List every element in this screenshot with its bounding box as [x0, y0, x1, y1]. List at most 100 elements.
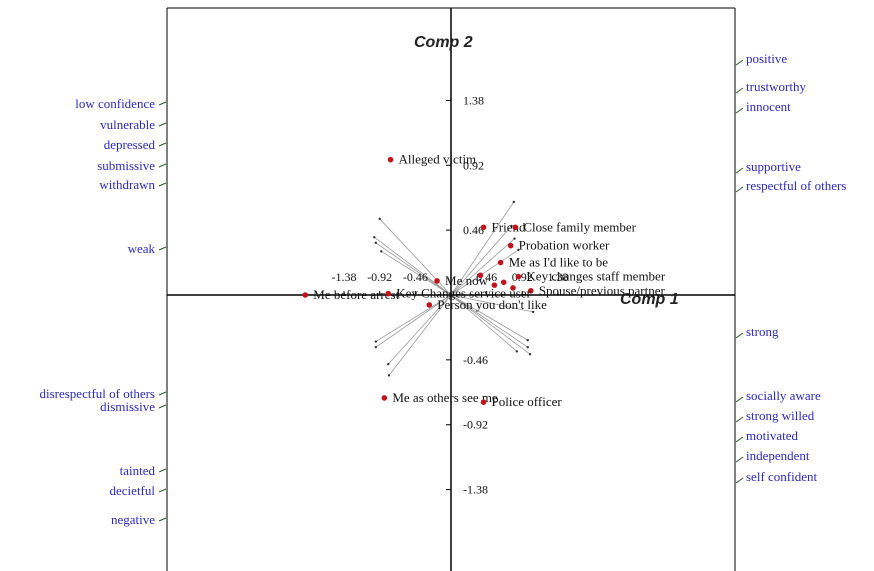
- construct-connector: [158, 163, 167, 168]
- construct-vector-end: [510, 224, 513, 228]
- construct-connector: [735, 436, 744, 443]
- y-tick-label: -0.92: [463, 418, 488, 432]
- data-point: [302, 292, 309, 298]
- data-point: [480, 399, 487, 405]
- construct-label-right: respectful of others: [746, 178, 846, 193]
- data-point: [381, 395, 388, 401]
- construct-vector-end: [387, 362, 390, 366]
- construct-connector: [735, 477, 744, 484]
- data-point-label: Me now: [445, 273, 489, 288]
- data-point-label: Alleged victim: [399, 152, 477, 167]
- data-point: [497, 259, 504, 266]
- data-point-label: Police officer: [492, 394, 563, 409]
- construct-vector-end: [387, 374, 391, 377]
- construct-label-left: low confidence: [75, 96, 155, 111]
- construct-connector: [735, 332, 744, 339]
- construct-connector: [158, 142, 167, 147]
- construct-vector-end: [512, 200, 515, 204]
- data-point: [515, 273, 522, 280]
- data-point: [387, 156, 394, 163]
- construct-label-right: innocent: [746, 99, 791, 114]
- construct-vector-end: [526, 338, 529, 342]
- construct-vector-end: [374, 241, 378, 245]
- construct-vectors: [373, 200, 535, 377]
- data-point: [507, 242, 514, 249]
- data-point: [528, 287, 534, 294]
- construct-connector: [735, 396, 744, 403]
- x-tick-label: -1.38: [332, 270, 357, 284]
- construct-label-right: independent: [746, 448, 810, 463]
- construct-vector: [450, 249, 519, 296]
- data-point-label: Key Changes service user: [396, 286, 531, 301]
- data-point-label: Me as I'd like to be: [509, 255, 609, 270]
- construct-vector-end: [515, 350, 519, 353]
- data-point-label: Close family member: [523, 219, 636, 234]
- construct-label-left: depressed: [104, 137, 156, 152]
- data-point: [512, 224, 519, 231]
- construct-label-right: trustworthy: [746, 79, 806, 94]
- data-point-label: Me as others see me: [392, 390, 498, 405]
- data-point: [477, 272, 484, 279]
- construct-vector: [450, 294, 528, 348]
- construct-vector-end: [531, 310, 535, 314]
- construct-vector-end: [517, 248, 520, 252]
- construct-label-right: positive: [746, 51, 787, 66]
- plot-frame: [166, 7, 736, 571]
- construct-label-left: disrespectful of others: [39, 386, 155, 401]
- construct-label-right: strong: [746, 324, 779, 339]
- construct-vector-end: [526, 345, 529, 349]
- construct-vector-end: [513, 237, 516, 240]
- construct-connector: [735, 107, 744, 114]
- data-point: [510, 285, 516, 291]
- construct-label-left: decietful: [110, 483, 156, 498]
- y-tick-label: 0.46: [463, 223, 484, 237]
- construct-connector: [735, 416, 744, 423]
- construct-label-left: withdrawn: [99, 177, 155, 192]
- y-tick-label: 1.38: [463, 93, 484, 107]
- construct-vector-end: [378, 217, 381, 221]
- data-point: [491, 282, 498, 288]
- construct-vector: [450, 294, 528, 341]
- construct-vector: [381, 250, 452, 296]
- construct-label-left: vulnerable: [100, 117, 155, 132]
- construct-label-right: supportive: [746, 159, 801, 174]
- construct-label-right: socially aware: [746, 388, 821, 403]
- construct-connector: [158, 391, 167, 396]
- x-tick-label: 0.92: [512, 270, 533, 284]
- construct-vector: [375, 242, 452, 296]
- construct-connector: [158, 517, 167, 522]
- data-point: [426, 302, 433, 308]
- construct-connector: [158, 468, 167, 473]
- construct-connector: [735, 456, 744, 463]
- construct-label-right: strong willed: [746, 408, 815, 423]
- x-tick-label: 1.38: [547, 270, 568, 284]
- construct-vector: [450, 294, 534, 313]
- construct-connector: [158, 101, 167, 106]
- construct-connector: [158, 488, 167, 493]
- y-tick-label: 0.92: [463, 158, 484, 172]
- construct-vector: [450, 294, 518, 352]
- construct-vector: [375, 294, 452, 342]
- data-point-label: Me before arrest: [313, 287, 399, 302]
- y-tick-label: -1.38: [463, 483, 488, 497]
- x-tick-label: -0.92: [367, 270, 392, 284]
- construct-connector: [158, 122, 167, 127]
- construct-vector-end: [374, 340, 378, 343]
- construct-vector: [375, 294, 452, 348]
- construct-label-left: negative: [111, 512, 155, 527]
- construct-vector: [450, 238, 515, 296]
- construct-vector: [388, 294, 452, 376]
- data-point: [385, 290, 392, 297]
- data-point: [500, 279, 507, 286]
- y-tick-label: -0.46: [463, 353, 488, 367]
- construct-connector: [158, 246, 167, 251]
- construct-connector: [158, 404, 167, 409]
- construct-label-left: tainted: [120, 463, 156, 478]
- construct-label-right: motivated: [746, 428, 798, 443]
- construct-connector: [735, 59, 744, 66]
- construct-label-left: weak: [128, 241, 156, 256]
- construct-vector-end: [380, 250, 383, 253]
- y-axis-title: Comp 2: [414, 34, 473, 51]
